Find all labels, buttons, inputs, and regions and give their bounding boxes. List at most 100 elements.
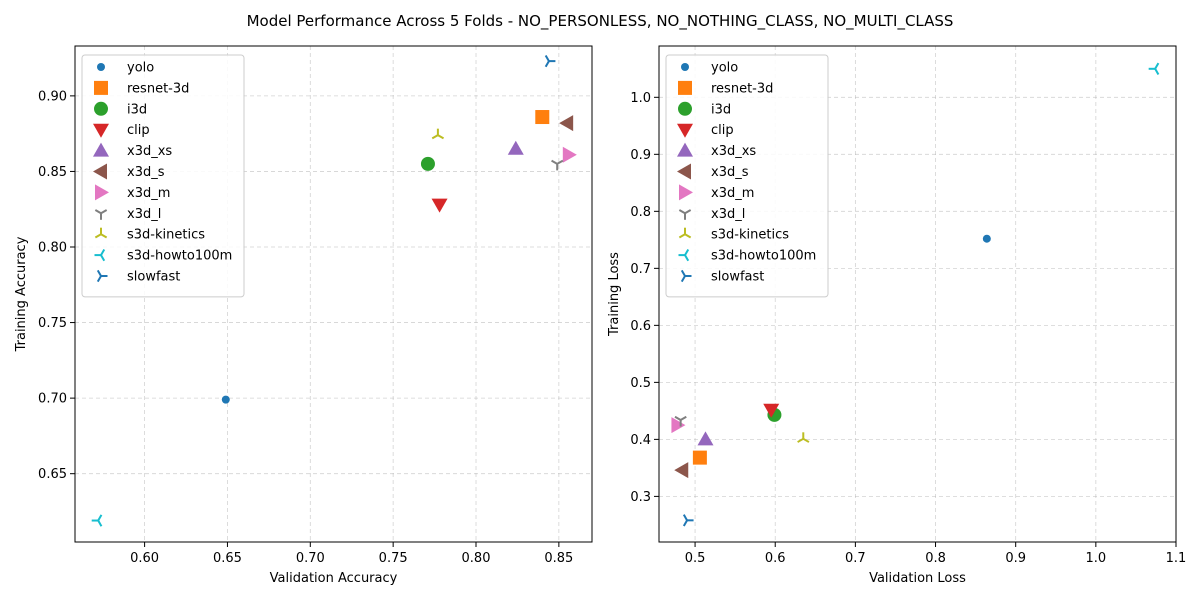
x-tick-label: 0.80 <box>462 551 491 566</box>
legend-marker-x3d_l <box>94 209 108 220</box>
point-yolo <box>982 234 991 243</box>
legend-label-x3d_xs: x3d_xs <box>127 144 172 159</box>
point-s3d-howto100m <box>1148 62 1160 75</box>
y-axis-label: Training Accuracy <box>14 236 29 352</box>
x-tick-label: 0.60 <box>130 551 159 566</box>
legend-label-s3d-kinetics: s3d-kinetics <box>711 228 789 243</box>
plot-area-frame <box>658 45 1177 543</box>
y-tick-label: 0.80 <box>38 240 67 255</box>
point-slowfast <box>544 54 556 68</box>
legend-label-slowfast: slowfast <box>127 270 180 285</box>
legend-label-yolo: yolo <box>711 61 738 76</box>
point-x3d_l <box>674 415 687 427</box>
legend-label-x3d_s: x3d_s <box>711 165 749 180</box>
legend-label-x3d_m: x3d_m <box>711 186 754 201</box>
y-tick-label: 0.70 <box>38 392 67 407</box>
right-plot-loss: 0.5 0.6 0.7 0.8 0.9 1.0 1.1 0.3 0.4 0.5 0.6 0.7 0.8 0… <box>607 45 1186 586</box>
y-tick-label: 0.3 <box>630 490 651 505</box>
legend-label-x3d_m: x3d_m <box>127 186 170 201</box>
figure-suptitle: Model Performance Across 5 Folds - NO_PE… <box>247 12 954 31</box>
point-x3d_xs <box>507 140 524 155</box>
legend: yolo resnet-3d i3d clip x3d_xs x3d_s x3d_m x3d_… <box>81 54 245 298</box>
legend-marker-x3d_xs <box>93 142 109 157</box>
point-s3d-kinetics <box>797 432 810 443</box>
legend-marker-yolo <box>681 63 689 71</box>
y-tick-label: 0.90 <box>38 89 67 104</box>
point-x3d_xs <box>697 431 714 446</box>
legend-marker-yolo <box>97 63 105 71</box>
legend-marker-x3d_m <box>679 184 693 201</box>
x-tick-label: 0.85 <box>544 551 573 566</box>
legend-marker-x3d_l <box>678 209 692 220</box>
y-axis-label: Training Loss <box>607 252 622 337</box>
legend-label-x3d_s: x3d_s <box>127 165 165 180</box>
legend: yolo resnet-3d i3d clip x3d_xs x3d_s x3d_m x3d_… <box>665 54 829 298</box>
x-tick-label: 0.65 <box>213 551 242 566</box>
point-clip <box>431 198 448 213</box>
point-x3d_m <box>671 417 686 434</box>
legend-marker-i3d <box>678 101 692 116</box>
legend-marker-clip <box>93 123 109 138</box>
legend-marker-s3d-kinetics <box>678 227 692 239</box>
legend-marker-x3d_m <box>95 184 109 201</box>
y-tick-label: 0.5 <box>630 376 651 391</box>
x-tick-label: 0.8 <box>925 551 946 566</box>
legend-marker-x3d_s <box>93 163 107 180</box>
legend-marker-resnet-3d <box>678 80 692 95</box>
legend-marker-s3d-howto100m <box>678 248 690 262</box>
legend-label-yolo: yolo <box>127 61 154 76</box>
legend-label-x3d_xs: x3d_xs <box>711 144 756 159</box>
legend-label-clip: clip <box>711 123 734 138</box>
point-s3d-kinetics <box>431 128 445 140</box>
y-tick-label: 0.4 <box>630 433 651 448</box>
legend-label-resnet-3d: resnet-3d <box>711 81 773 96</box>
y-tick-label: 0.7 <box>630 262 651 277</box>
point-resnet-3d <box>692 450 707 465</box>
legend-marker-s3d-kinetics <box>94 227 108 239</box>
y-tick-label: 0.8 <box>630 205 651 220</box>
legend-marker-slowfast <box>96 269 108 283</box>
legend-marker-x3d_s <box>677 163 691 180</box>
point-x3d_s <box>559 115 574 132</box>
x-tick-label: 0.5 <box>685 551 706 566</box>
legend-marker-clip <box>677 123 693 138</box>
x-tick-label: 0.75 <box>379 551 408 566</box>
x-tick-label: 0.70 <box>296 551 325 566</box>
y-tick-label: 0.85 <box>38 165 67 180</box>
legend-label-clip: clip <box>127 123 150 138</box>
plot-area-frame <box>74 45 593 543</box>
data-points <box>671 62 1160 527</box>
point-clip <box>763 403 780 418</box>
point-x3d_m <box>562 146 577 163</box>
x-axis-label: Validation Loss <box>869 571 966 586</box>
legend-marker-resnet-3d <box>94 80 108 95</box>
point-yolo <box>221 395 230 404</box>
y-tick-label: 1.0 <box>630 91 651 106</box>
left-plot-accuracy: 0.60 0.65 0.70 0.75 0.80 0.85 0.65 0.70 0.75 0.80… <box>14 45 593 586</box>
legend-label-s3d-howto100m: s3d-howto100m <box>127 249 232 264</box>
x-axis-label: Validation Accuracy <box>270 571 398 586</box>
legend-label-s3d-kinetics: s3d-kinetics <box>127 228 205 243</box>
legend-label-slowfast: slowfast <box>711 270 764 285</box>
point-s3d-howto100m <box>91 514 103 527</box>
legend-marker-x3d_xs <box>677 142 693 157</box>
point-i3d <box>420 156 435 171</box>
legend-marker-s3d-howto100m <box>94 248 106 262</box>
legend-label-s3d-howto100m: s3d-howto100m <box>711 249 816 264</box>
x-tick-label: 0.6 <box>765 551 786 566</box>
point-x3d_s <box>674 462 689 479</box>
legend-marker-slowfast <box>680 269 692 283</box>
x-tick-label: 0.7 <box>845 551 866 566</box>
data-points <box>91 54 577 527</box>
point-resnet-3d <box>535 110 550 125</box>
x-tick-label: 1.0 <box>1086 551 1107 566</box>
legend-marker-i3d <box>94 101 108 116</box>
y-tick-label: 0.9 <box>630 148 651 163</box>
y-tick-label: 0.65 <box>38 467 67 482</box>
legend-label-resnet-3d: resnet-3d <box>127 81 189 96</box>
x-tick-label: 0.9 <box>1005 551 1026 566</box>
point-x3d_l <box>551 159 564 171</box>
legend-label-x3d_l: x3d_l <box>127 207 161 222</box>
y-tick-label: 0.6 <box>630 319 651 334</box>
